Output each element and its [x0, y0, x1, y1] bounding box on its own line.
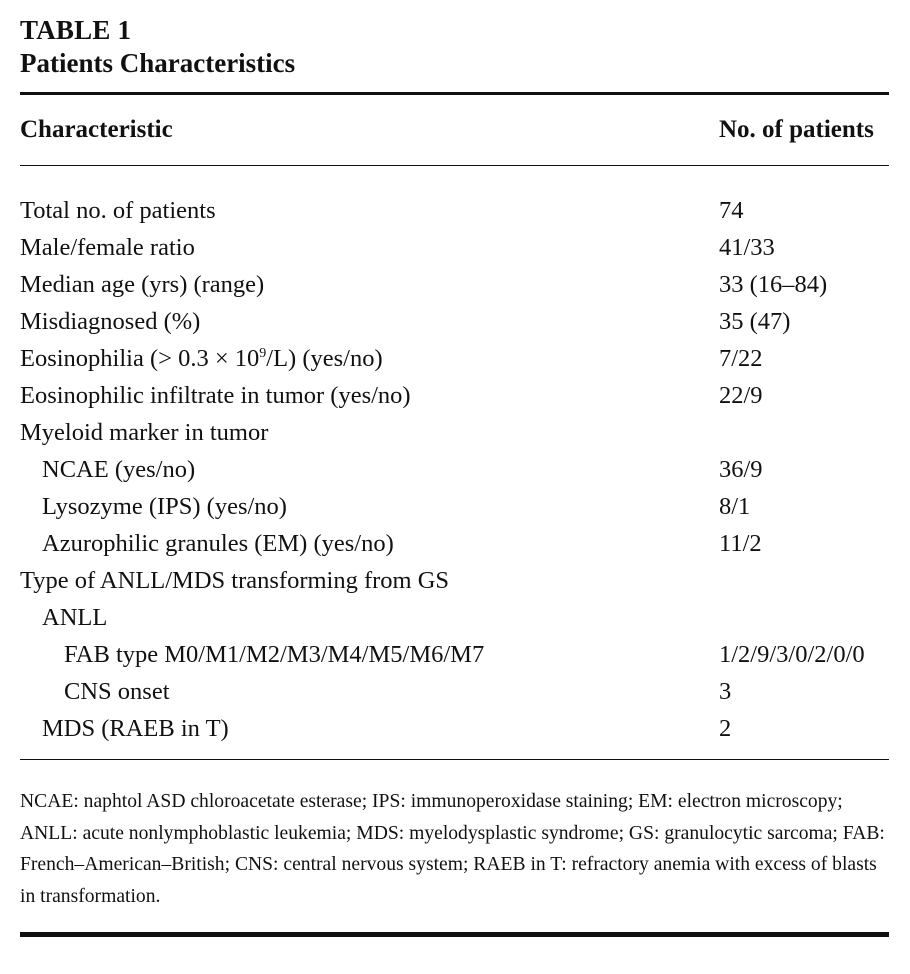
row-label: Median age (yrs) (range): [20, 271, 265, 298]
table-row: MDS (RAEB in T) 2: [20, 710, 889, 747]
table-row: CNS onset 3: [20, 673, 889, 710]
row-value: 33 (16–84): [719, 271, 828, 298]
row-label: Total no. of patients: [20, 197, 216, 224]
header-count: No. of patients: [719, 116, 874, 143]
table-page: TABLE 1 Patients Characteristics Charact…: [20, 14, 889, 937]
row-label: FAB type M0/M1/M2/M3/M4/M5/M6/M7: [64, 641, 485, 668]
table-row: Azurophilic granules (EM) (yes/no) 11/2: [20, 525, 889, 562]
table-label: TABLE 1: [20, 15, 132, 45]
row-label: Azurophilic granules (EM) (yes/no): [42, 530, 394, 557]
row-label: ANLL: [42, 604, 108, 631]
row-label: Lysozyme (IPS) (yes/no): [42, 493, 287, 520]
table-row: Eosinophilic infiltrate in tumor (yes/no…: [20, 377, 889, 414]
table-row: Eosinophilia (> 0.3 × 109/L) (yes/no) 7/2…: [20, 340, 889, 377]
row-value: [719, 414, 889, 451]
row-value: 36/9: [719, 456, 763, 483]
header-characteristic: Characteristic: [20, 116, 173, 143]
table-title: Patients Characteristics: [20, 48, 296, 78]
top-rule: [20, 92, 889, 95]
table-row: FAB type M0/M1/M2/M3/M4/M5/M6/M7 1/2/9/3/…: [20, 636, 889, 673]
row-label: Type of ANLL/MDS transforming from GS: [20, 567, 450, 594]
row-label: Eosinophilic infiltrate in tumor (yes/no…: [20, 382, 411, 409]
row-value: 22/9: [719, 382, 763, 409]
table-footnote: NCAE: naphtol ASD chloroacetate esterase…: [20, 760, 889, 932]
table-row: Male/female ratio 41/33: [20, 229, 889, 266]
table-row: Myeloid marker in tumor: [20, 414, 889, 451]
row-value: 1/2/9/3/0/2/0/0: [719, 641, 865, 668]
row-value: 8/1: [719, 493, 751, 520]
row-value: [719, 562, 889, 599]
row-label: Myeloid marker in tumor: [20, 419, 269, 446]
table-row: Total no. of patients 74: [20, 192, 889, 229]
bottom-rule: [20, 932, 889, 937]
row-label: MDS (RAEB in T): [42, 715, 229, 742]
row-value: 41/33: [719, 234, 775, 261]
row-value: 74: [719, 197, 744, 224]
table-body: Total no. of patients 74 Male/female ratio…: [20, 166, 889, 759]
footnote-text: NCAE: naphtol ASD chloroacetate esterase…: [20, 791, 885, 907]
table-header-row: Characteristic No. of patients: [20, 95, 889, 165]
table-row: Lysozyme (IPS) (yes/no) 8/1: [20, 488, 889, 525]
row-value: 3: [719, 678, 732, 705]
body-bottom-rule: [20, 759, 889, 760]
row-value: 7/22: [719, 345, 763, 372]
table-row: Type of ANLL/MDS transforming from GS: [20, 562, 889, 599]
row-value: [719, 599, 889, 636]
row-value: 35 (47): [719, 308, 791, 335]
table-row: Misdiagnosed (%) 35 (47): [20, 303, 889, 340]
table-row: ANLL: [20, 599, 889, 636]
table-row: NCAE (yes/no) 36/9: [20, 451, 889, 488]
row-label: Misdiagnosed (%): [20, 308, 201, 335]
table-row: Median age (yrs) (range) 33 (16–84): [20, 266, 889, 303]
row-label: NCAE (yes/no): [42, 456, 196, 483]
row-label: Eosinophilia (> 0.3 × 109/L) (yes/no): [20, 345, 383, 372]
row-label: Male/female ratio: [20, 234, 195, 261]
row-label: CNS onset: [64, 678, 170, 705]
row-value: 11/2: [719, 530, 762, 557]
row-value: 2: [719, 715, 732, 742]
header-rule: [20, 165, 889, 166]
